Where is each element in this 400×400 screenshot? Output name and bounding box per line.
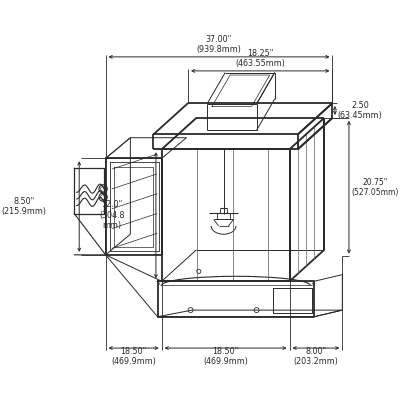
Text: 20.75"
(527.05mm): 20.75" (527.05mm)	[352, 178, 399, 197]
Text: 18.50"
(469.9mm): 18.50" (469.9mm)	[203, 347, 248, 366]
Text: 37.00"
(939.8mm): 37.00" (939.8mm)	[196, 35, 242, 54]
Text: 18.50"
(469.9mm): 18.50" (469.9mm)	[111, 347, 156, 366]
Text: 8.00"
(203.2mm): 8.00" (203.2mm)	[294, 347, 338, 366]
Text: 12.0"
(304.8
mm): 12.0" (304.8 mm)	[99, 200, 124, 230]
Text: 2.50
(63.45mm): 2.50 (63.45mm)	[337, 101, 382, 120]
Text: 8.50"
(215.9mm): 8.50" (215.9mm)	[1, 197, 46, 216]
Text: 18.25"
(463.55mm): 18.25" (463.55mm)	[235, 49, 285, 68]
